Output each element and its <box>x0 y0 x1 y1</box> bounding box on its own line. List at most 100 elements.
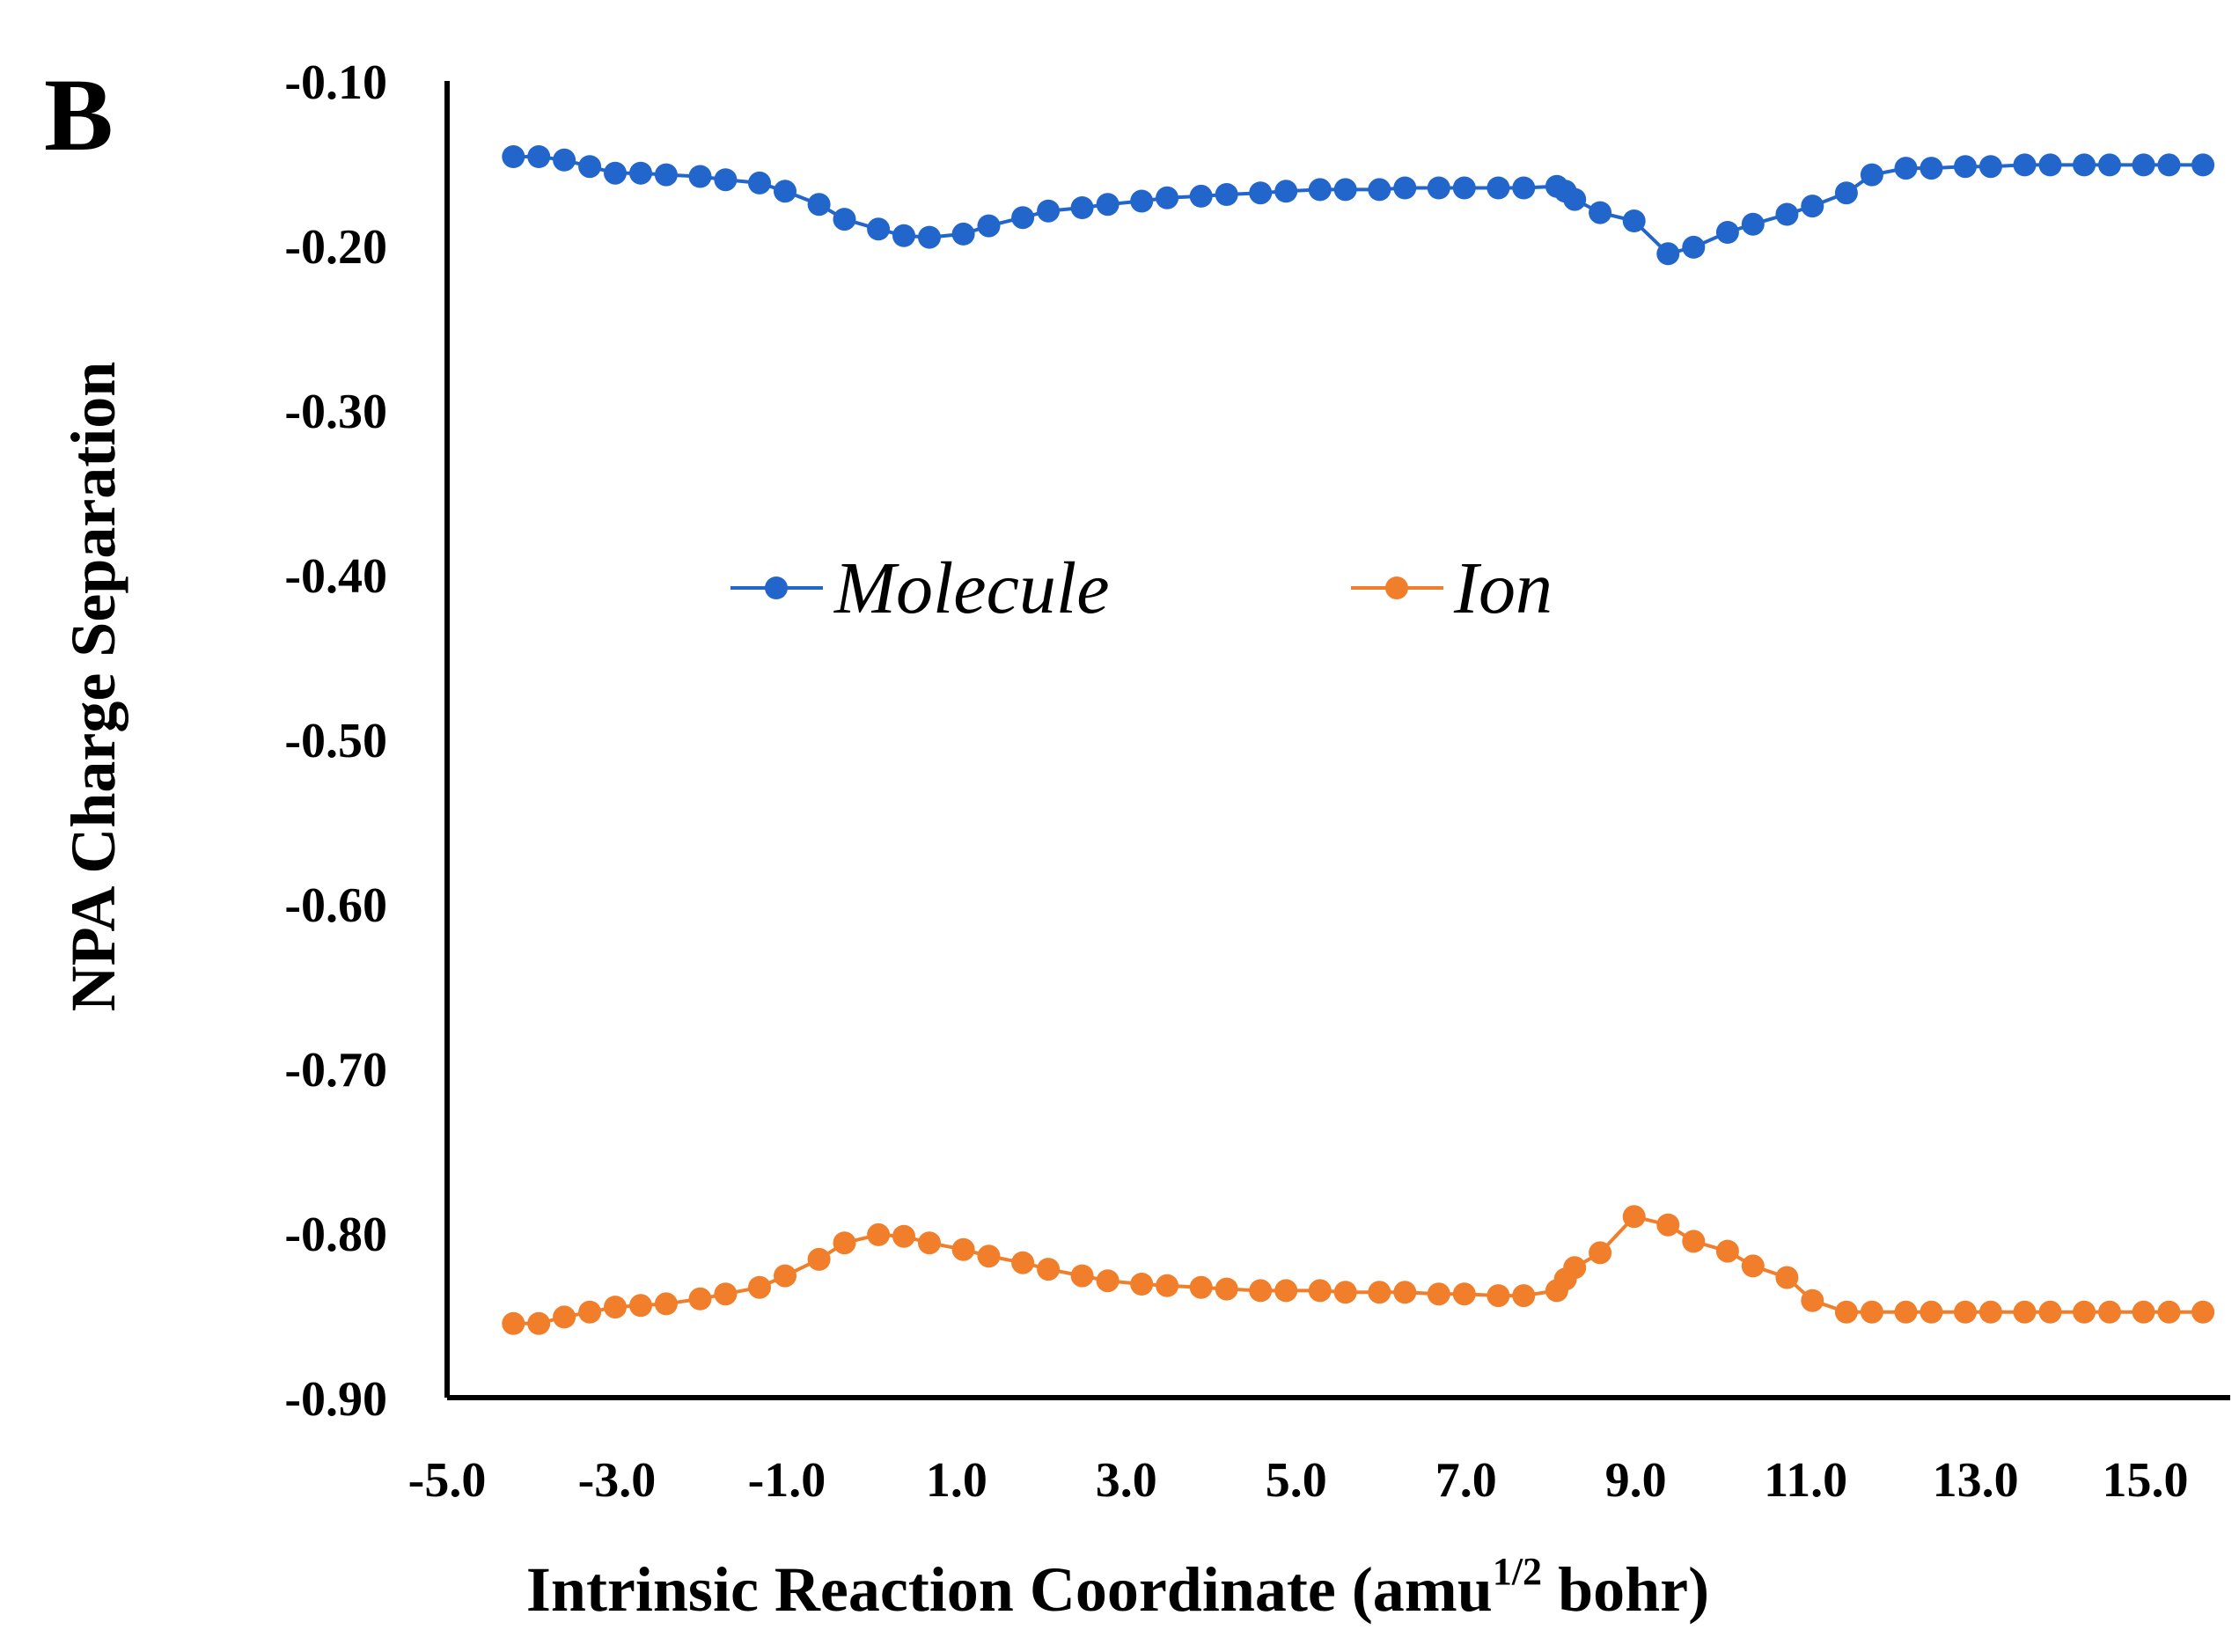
x-tick-label: 3.0 <box>1096 1453 1157 1508</box>
data-point-molecule <box>1894 157 1918 180</box>
data-point-ion <box>1215 1277 1238 1301</box>
data-point-ion <box>1954 1300 1977 1324</box>
data-point-molecule <box>2157 153 2181 177</box>
series-line-ion <box>513 1215 2204 1325</box>
data-point-molecule <box>1954 155 1977 179</box>
y-tick-label: -0.70 <box>284 1043 387 1098</box>
data-point-ion <box>1656 1213 1680 1237</box>
x-tick-label: -3.0 <box>578 1453 657 1508</box>
data-point-molecule <box>2013 153 2037 177</box>
data-point-ion <box>2157 1300 2181 1324</box>
data-point-ion <box>2132 1300 2155 1324</box>
data-point-ion <box>867 1222 891 1246</box>
data-point-molecule <box>1682 235 1706 259</box>
data-point-ion <box>1487 1284 1510 1308</box>
data-point-ion <box>1741 1254 1765 1278</box>
data-point-molecule <box>977 214 1001 238</box>
data-point-molecule <box>1130 189 1154 213</box>
data-point-molecule <box>688 165 712 188</box>
data-point-molecule <box>1656 242 1680 266</box>
data-point-molecule <box>1189 184 1213 208</box>
data-point-ion <box>688 1287 712 1311</box>
data-point-ion <box>1894 1300 1918 1324</box>
data-point-molecule <box>1070 196 1094 219</box>
series-layer <box>502 145 2215 1335</box>
legend: Molecule Ion <box>730 547 1553 629</box>
data-point-molecule <box>1622 209 1646 232</box>
data-point-ion <box>1452 1282 1476 1306</box>
data-point-ion <box>1189 1275 1213 1299</box>
data-point-molecule <box>1274 180 1298 203</box>
data-point-molecule <box>1393 176 1417 200</box>
data-point-molecule <box>2073 153 2096 177</box>
data-point-molecule <box>807 193 831 217</box>
data-point-molecule <box>833 208 856 231</box>
data-point-molecule <box>1037 199 1061 223</box>
data-point-ion <box>748 1275 771 1299</box>
data-point-ion <box>1368 1281 1391 1304</box>
legend-item-ion: Ion <box>1351 547 1553 629</box>
y-tick-label: -0.30 <box>284 385 387 439</box>
x-tick-label: 7.0 <box>1435 1453 1497 1508</box>
data-point-ion <box>833 1231 856 1255</box>
data-point-ion <box>1860 1300 1883 1324</box>
data-point-ion <box>2013 1300 2037 1324</box>
data-point-molecule <box>553 148 576 172</box>
data-point-molecule <box>2132 153 2155 177</box>
data-point-molecule <box>1368 178 1391 202</box>
data-point-molecule <box>1156 186 1179 209</box>
x-axis-title-main: Intrinsic Reaction Coordinate (amu <box>526 1554 1493 1625</box>
data-point-ion <box>502 1311 525 1335</box>
y-axis-title: NPA Charge Separation <box>58 362 128 1012</box>
data-point-ion <box>774 1264 796 1288</box>
data-point-ion <box>1978 1300 2002 1324</box>
data-point-ion <box>807 1247 831 1271</box>
data-point-molecule <box>774 180 796 203</box>
data-point-ion <box>1156 1274 1179 1297</box>
data-point-molecule <box>2038 153 2062 177</box>
data-point-molecule <box>2098 153 2121 177</box>
data-point-molecule <box>1308 178 1332 202</box>
data-point-molecule <box>1715 221 1739 244</box>
data-point-ion <box>951 1237 975 1261</box>
y-tick-label: -0.60 <box>284 878 387 933</box>
data-point-ion <box>2191 1300 2215 1324</box>
data-point-molecule <box>1860 163 1883 187</box>
data-point-ion <box>578 1300 602 1324</box>
data-point-ion <box>1393 1281 1417 1304</box>
legend-item-molecule: Molecule <box>730 547 1110 629</box>
data-point-ion <box>1096 1269 1120 1293</box>
legend-ion-marker <box>1385 576 1408 599</box>
data-point-molecule <box>1978 155 2002 179</box>
legend-molecule-marker <box>765 576 788 599</box>
data-point-ion <box>714 1282 738 1306</box>
data-point-ion <box>1308 1279 1332 1303</box>
data-point-ion <box>977 1245 1001 1268</box>
panel-label: B <box>44 57 114 173</box>
series-molecule <box>502 145 2215 266</box>
data-point-ion <box>1070 1264 1094 1288</box>
x-tick-label: 5.0 <box>1266 1453 1327 1508</box>
x-tick-label: 15.0 <box>2103 1453 2189 1508</box>
x-tick-label: -1.0 <box>748 1453 826 1508</box>
data-point-molecule <box>527 145 551 168</box>
data-point-molecule <box>1011 206 1035 230</box>
data-point-ion <box>1249 1279 1273 1303</box>
y-tick-label: -0.90 <box>284 1372 387 1427</box>
data-point-ion <box>2073 1300 2096 1324</box>
data-point-ion <box>1801 1289 1824 1312</box>
data-point-molecule <box>1512 176 1536 200</box>
data-point-molecule <box>714 168 738 192</box>
x-tick-label: 1.0 <box>926 1453 987 1508</box>
x-axis-title: Intrinsic Reaction Coordinate (amu1/2 bo… <box>526 1550 1709 1625</box>
data-point-molecule <box>918 225 941 249</box>
data-point-molecule <box>1920 157 1943 180</box>
data-point-ion <box>527 1311 551 1335</box>
data-point-molecule <box>2191 153 2215 177</box>
data-point-ion <box>1011 1251 1035 1274</box>
data-point-ion <box>918 1231 941 1255</box>
data-point-ion <box>553 1305 576 1329</box>
data-point-ion <box>892 1224 915 1248</box>
x-tick-label: -5.0 <box>408 1453 487 1508</box>
data-point-ion <box>1834 1300 1858 1324</box>
